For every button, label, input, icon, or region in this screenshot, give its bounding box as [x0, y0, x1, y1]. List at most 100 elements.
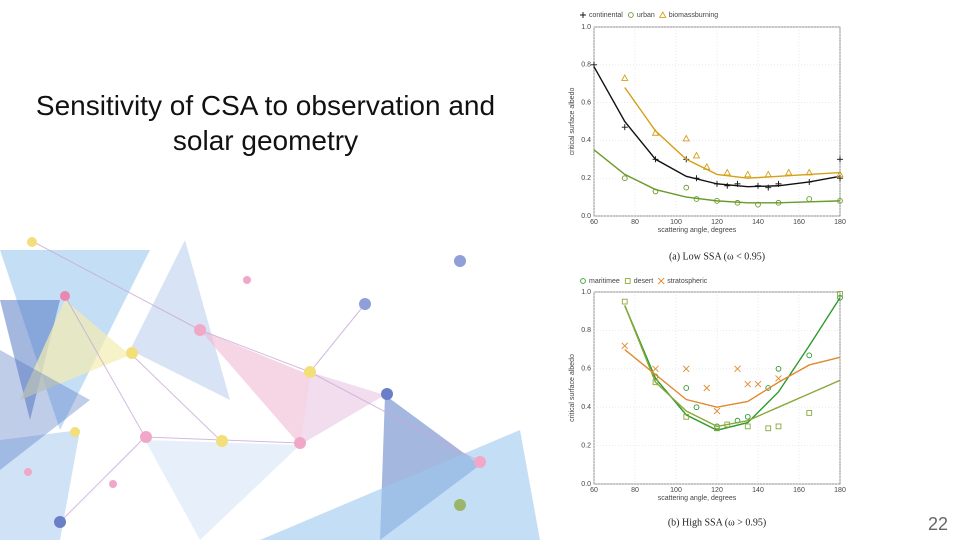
y-tick-label: 1.0 [581, 289, 591, 296]
point [714, 198, 720, 204]
point [744, 423, 751, 430]
point [652, 188, 659, 195]
point [765, 425, 772, 432]
legend-label: continental [589, 12, 623, 19]
x-tick-label: 80 [631, 487, 639, 494]
page-number: 22 [927, 514, 948, 534]
point [837, 175, 843, 182]
point [693, 196, 700, 202]
y-tick-label: 0.2 [581, 175, 591, 182]
point [591, 61, 597, 68]
point [734, 199, 741, 206]
point [784, 168, 793, 176]
y-tick-label: 0.4 [581, 404, 591, 411]
point [734, 365, 741, 373]
point [693, 404, 700, 411]
point [621, 175, 628, 182]
x-axis-label: scattering angle, degrees [658, 495, 737, 502]
point [734, 180, 741, 187]
point [764, 170, 773, 178]
point [837, 294, 843, 301]
x-tick-label: 140 [752, 219, 764, 226]
point [743, 170, 752, 178]
point [652, 156, 659, 163]
legend-marker [624, 278, 631, 284]
point [765, 184, 772, 191]
x-tick-label: 60 [590, 219, 598, 226]
point [837, 156, 843, 163]
point [775, 199, 782, 206]
point [703, 384, 711, 392]
point [754, 380, 762, 388]
chart: 0.0 0.2 0.4 0.6 0.8 1.0 60 80 100 120 140 160 180 sca… [569, 277, 846, 528]
x-tick-label: 100 [670, 219, 682, 226]
series-line [624, 297, 841, 431]
point [837, 198, 843, 204]
point [682, 134, 691, 142]
point [714, 180, 720, 187]
point [621, 298, 628, 305]
decoration-dots [24, 237, 486, 528]
y-tick-label: 0.0 [581, 481, 591, 488]
x-tick-label: 140 [752, 487, 764, 494]
series-line [593, 149, 841, 204]
point [621, 124, 628, 131]
y-tick-label: 0.6 [581, 99, 591, 106]
chart-caption: (b) High SSA (ω > 0.95) [668, 517, 766, 528]
y-tick-label: 0.8 [581, 327, 591, 334]
y-tick-label: 0.8 [581, 62, 591, 69]
x-axis-label: scattering angle, degrees [658, 227, 737, 234]
legend-label: maritimee [589, 278, 620, 285]
point [806, 410, 813, 416]
series-line [624, 349, 841, 408]
point [620, 74, 629, 81]
chart-caption: (a) Low SSA (ω < 0.95) [669, 251, 765, 262]
y-tick-label: 0.6 [581, 366, 591, 373]
legend-label: urban [637, 12, 655, 19]
point [651, 128, 660, 136]
legend-marker [580, 12, 586, 18]
x-tick-label: 100 [670, 487, 682, 494]
x-tick-label: 160 [793, 219, 805, 226]
point [683, 385, 690, 391]
x-tick-label: 160 [793, 487, 805, 494]
point [775, 365, 782, 372]
legend-marker [628, 12, 634, 18]
point [713, 407, 721, 415]
chart: 0.0 0.2 0.4 0.6 0.8 1.0 60 80 100 120 140 160 180 sca… [569, 11, 846, 262]
point [683, 413, 690, 420]
y-tick-label: 0.2 [581, 442, 591, 449]
x-tick-label: 180 [834, 219, 846, 226]
point [652, 365, 659, 373]
decoration [0, 237, 540, 540]
y-tick-label: 1.0 [581, 24, 591, 31]
point [652, 379, 659, 386]
point [775, 180, 782, 187]
point [765, 385, 772, 391]
point [692, 151, 701, 159]
legend-label: stratospheric [667, 278, 708, 285]
x-tick-label: 120 [711, 219, 723, 226]
plot-area [593, 26, 841, 217]
y-tick-label: 0.4 [581, 137, 591, 144]
y-axis-label: critical surface albedo [569, 354, 576, 422]
point [805, 168, 814, 176]
legend-marker [659, 11, 667, 18]
point [806, 196, 813, 202]
slide-title: Sensitivity of CSA to observation and so… [35, 90, 496, 156]
point [621, 342, 629, 350]
point [775, 375, 782, 382]
point [702, 162, 711, 170]
y-tick-label: 0.0 [581, 213, 591, 220]
point [806, 178, 813, 185]
x-tick-label: 80 [631, 219, 639, 226]
point [714, 425, 720, 432]
point [723, 168, 732, 176]
x-tick-label: 180 [834, 487, 846, 494]
legend-label: desert [634, 278, 654, 285]
point [755, 201, 761, 208]
legend-label: biomassburning [669, 12, 719, 19]
y-axis-label: critical surface albedo [569, 88, 576, 156]
